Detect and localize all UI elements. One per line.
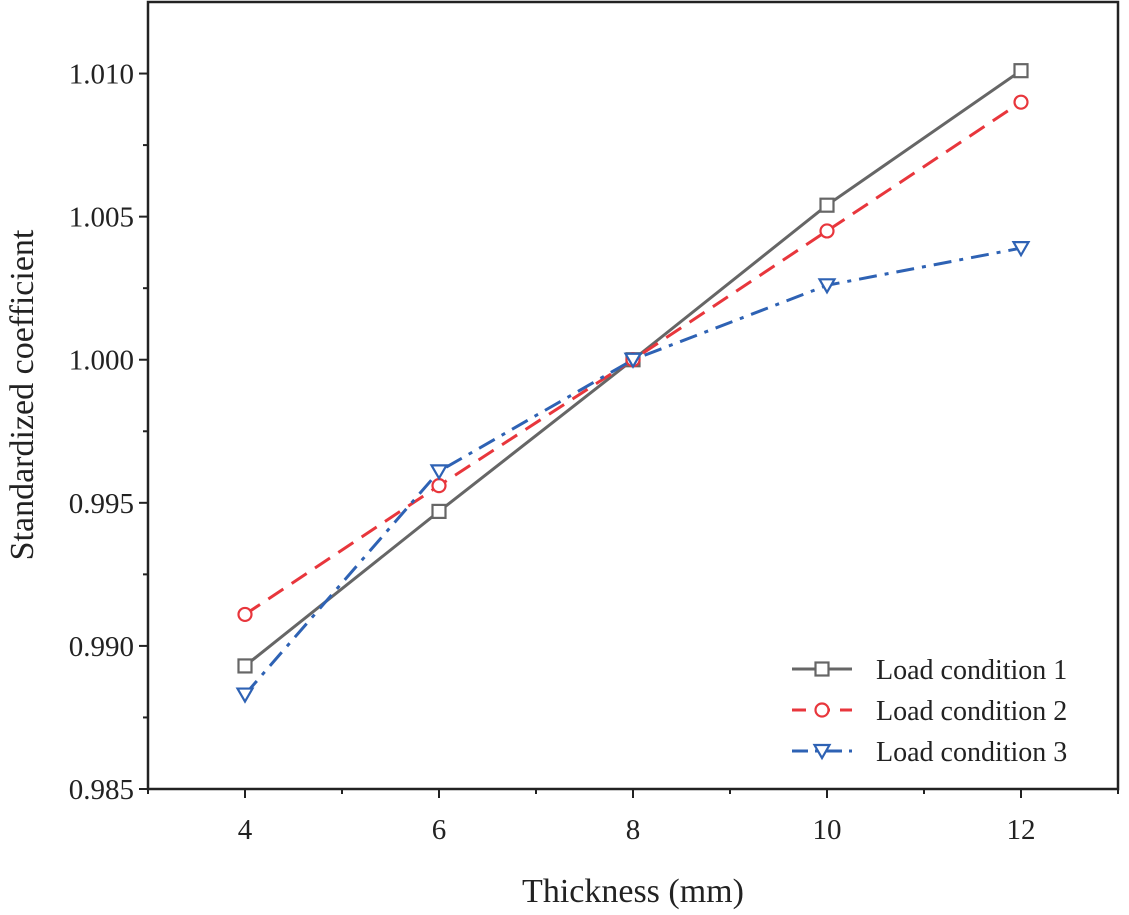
data-point (1013, 63, 1029, 79)
legend-item: Load condition 3 (792, 737, 1067, 768)
legend-label: Load condition 1 (876, 655, 1067, 686)
data-point (819, 223, 835, 239)
y-tick-label: 1.010 (69, 59, 134, 91)
data-point (235, 687, 255, 704)
y-tick-label: 1.000 (69, 345, 134, 377)
y-tick-label: 1.005 (69, 202, 134, 234)
y-axis: 0.985 0.990 0.995 1.000 1.005 1.010 (69, 59, 148, 806)
legend-label: Load condition 3 (876, 737, 1067, 768)
data-point (237, 606, 253, 623)
data-point (431, 503, 447, 520)
data-point (1011, 241, 1031, 258)
data-point (237, 658, 253, 674)
data-point (429, 464, 449, 481)
series-3-line (243, 246, 1022, 696)
x-tick-label: 8 (626, 814, 641, 846)
data-point (623, 352, 643, 369)
data-point (819, 197, 835, 213)
legend: Load condition 1 Load condition 2 Load con… (792, 655, 1067, 768)
legend-swatch-marker (814, 702, 830, 718)
legend-item: Load condition 2 (792, 696, 1067, 727)
x-tick-label: 4 (238, 814, 253, 846)
y-tick-label: 0.985 (69, 774, 134, 806)
legend-swatch-marker (814, 661, 830, 677)
legend-label: Load condition 2 (876, 696, 1067, 727)
series-3 (235, 241, 1031, 704)
data-point (431, 478, 447, 494)
series-layer (235, 63, 1031, 704)
x-axis: 4 6 8 10 12 (147, 789, 1119, 846)
y-tick-label: 0.995 (69, 488, 134, 520)
x-tick-label: 10 (813, 814, 842, 846)
data-point (817, 278, 837, 295)
legend-item: Load condition 1 (792, 655, 1067, 686)
data-point (1013, 94, 1029, 110)
x-tick-label: 6 (432, 814, 447, 846)
x-tick-label: 12 (1007, 814, 1036, 846)
x-axis-title: Thickness (mm) (522, 873, 744, 910)
legend-swatch-marker (812, 743, 832, 761)
y-tick-label: 0.990 (69, 631, 134, 663)
y-axis-title: Standardized coefficient (4, 229, 41, 560)
plot-area (146, 0, 1120, 791)
